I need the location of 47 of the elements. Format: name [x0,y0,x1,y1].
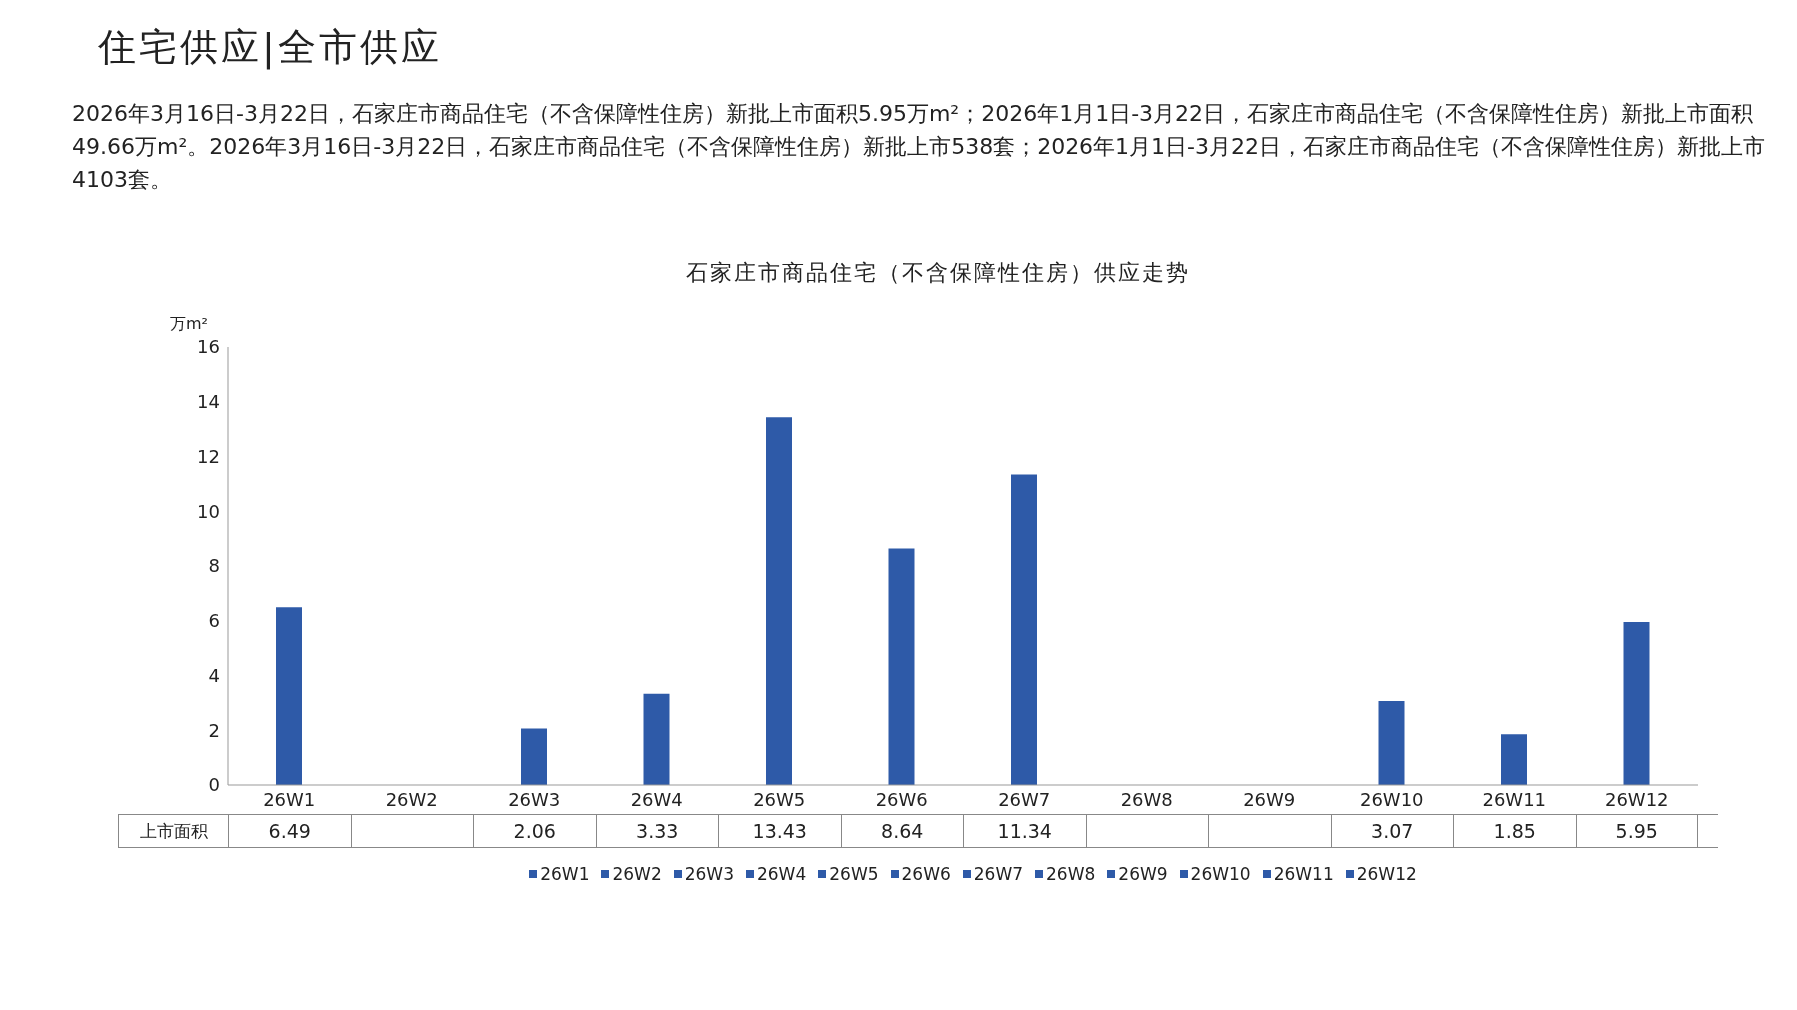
data-label: 1.85 [1453,815,1576,847]
y-tick-label: 16 [197,336,220,358]
y-tick-label: 6 [208,610,220,632]
x-tick-label: 26W5 [753,788,806,810]
data-label: 3.07 [1330,815,1453,847]
x-tick-label: 26W9 [1243,788,1296,810]
category-label: 26W4 [756,864,807,884]
x-tick-label: 26W12 [1604,788,1669,810]
x-tick-label: 26W11 [1482,788,1547,810]
category-label: 26W7 [973,864,1024,884]
category-label: 26W1 [540,864,590,884]
y-tick-label: 2 [208,719,220,741]
y-tick-label: 14 [197,391,220,413]
x-tick-label: 26W7 [998,788,1051,810]
y-tick-label: 8 [208,555,220,577]
y-tick-label: 10 [197,500,220,522]
data-label: 11.34 [963,815,1086,847]
x-tick-label: 26W8 [1120,788,1173,810]
y-tick-label: 12 [197,445,220,467]
x-tick-label: 26W3 [508,788,561,810]
y-tick-label: 0 [208,774,220,796]
x-tick-label: 26W1 [263,788,316,810]
y-axis-title: 万m² [170,314,209,335]
data-label: 8.64 [840,815,963,847]
category-label: 26W10 [1190,864,1251,884]
x-tick-label: 26W10 [1359,788,1424,810]
chart-subtitle: 2026年3月16日-3月22日，石家庄市商品住宅（不含保障性住房）新批上市面积5.95万m²；2026年1月1日-3月22日，石家庄市商品住宅（不含保障性住房）新批上市面积49.66万m²。2026年3月16日-3月22日，石家庄市商品住宅（不含保障性住房）新批上市538套；2026年1月1日-3月22日，石家庄市商品住宅（不含保障性住房）新批上市4103套。 [72,100,1767,194]
category-label: 26W9 [1118,864,1168,884]
text: 石家庄市商品住宅（不含保障性住房）供应走势 [685,259,1191,287]
data-label: 6.49 [228,815,351,847]
category-label: 26W8 [1046,864,1096,884]
category-label: 26W6 [901,864,951,884]
data-label: 5.95 [1575,815,1698,847]
category-label: 26W12 [1356,864,1417,884]
x-tick-label: 26W2 [385,788,438,810]
category-label: 26W2 [612,864,662,884]
category-label: 26W5 [829,864,879,884]
data-label: 3.33 [595,815,718,847]
category-label: 26W3 [684,864,734,884]
chart-title: 住宅供应|全市供应 [97,24,443,72]
x-tick-label: 26W4 [630,788,683,810]
category-label: 26W11 [1273,864,1334,884]
data-label: 2.06 [473,815,596,847]
x-tick-label: 26W6 [875,788,928,810]
y-tick-label: 4 [208,664,220,686]
data-label: 13.43 [718,815,841,847]
text: 上市面积 [118,815,228,847]
